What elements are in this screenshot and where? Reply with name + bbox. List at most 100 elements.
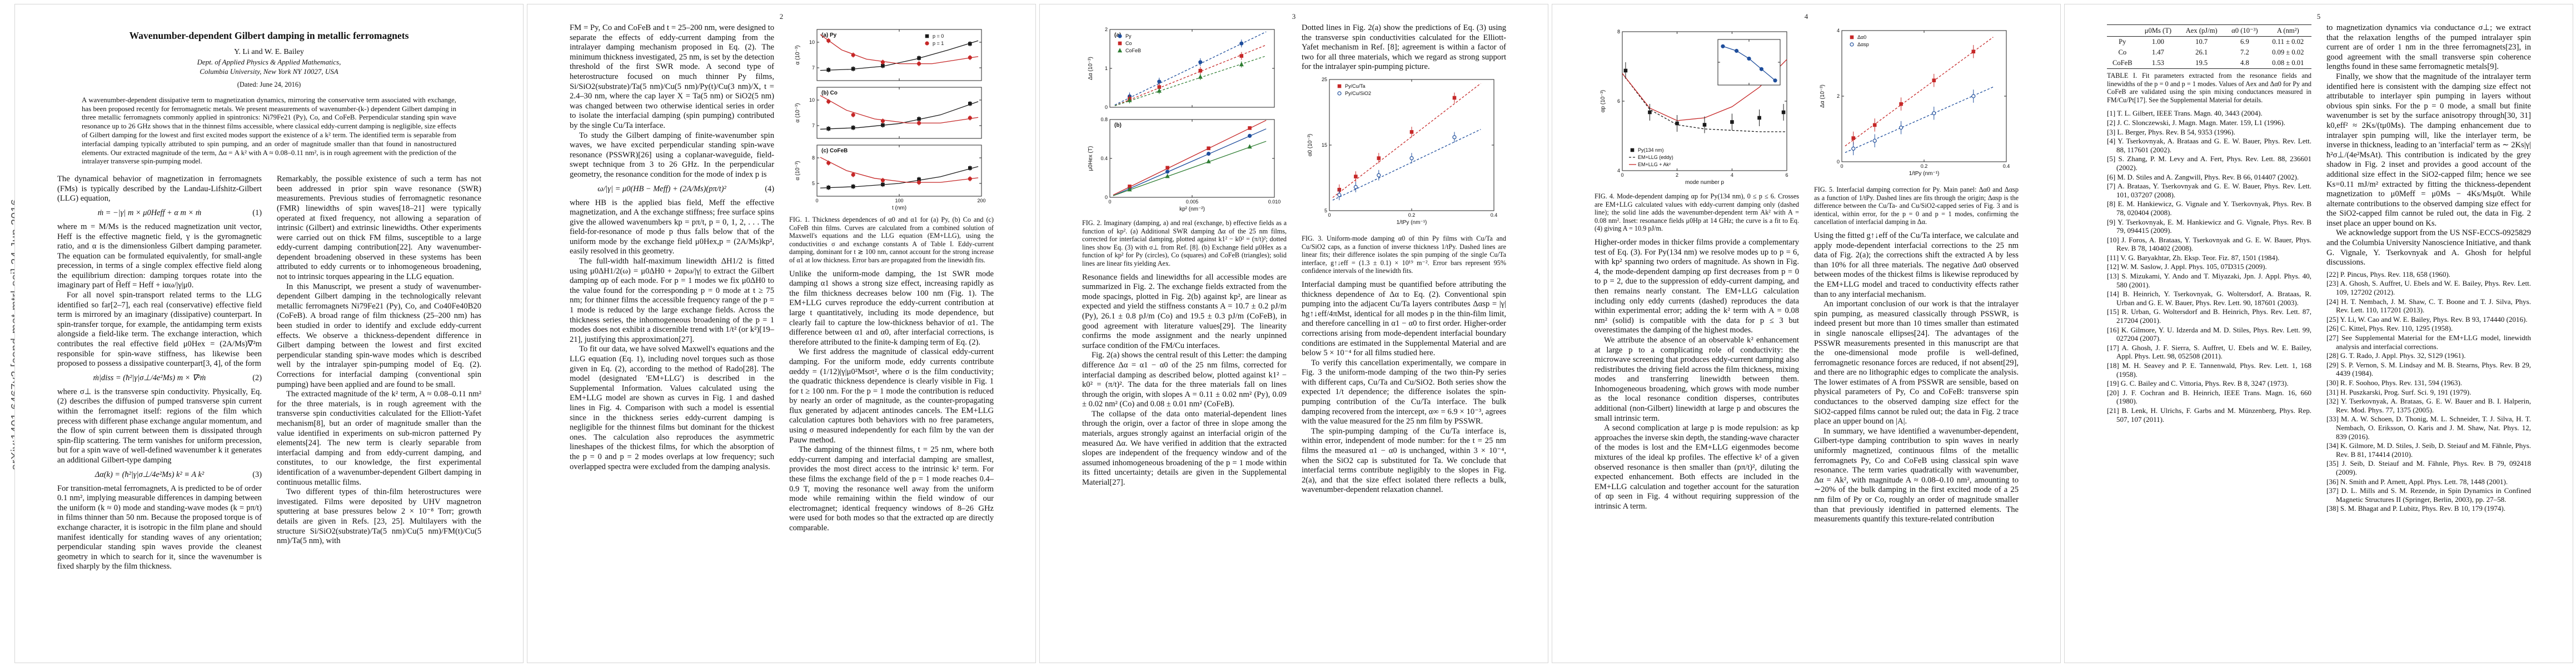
svg-text:(b): (b) [1114,122,1122,128]
page-number: 2 [779,12,784,21]
reference: [22] P. Pincus, Phys. Rev. 118, 658 (196… [2326,270,2450,278]
svg-text:Py/Cu/Ta: Py/Cu/Ta [1345,83,1366,89]
svg-text:Py(134 nm): Py(134 nm) [1638,147,1664,153]
svg-text:0: 0 [1837,159,1840,165]
svg-text:0: 0 [1105,104,1108,110]
equation-body: ṁ|diss = (ħ²|γ|σ⊥/4e²Ms) m × ∇²ṁ [93,373,206,382]
equation: Δα(k) = (ħ²|γ|σ⊥/4e²Ms) k² ≡ A k² (3) [57,470,262,480]
svg-text:8: 8 [812,155,815,161]
reference: [33] M. A. W. Schoen, D. Thonig, M. L. S… [2326,415,2531,441]
equation: ω/|γ| = μ0(HB − Meff) + (2A/Ms)(pπ/t)² (4… [570,185,774,194]
table-cell: 6.9 [2240,38,2249,46]
paragraph: to magnetization dynamics via conductanc… [2326,23,2531,72]
paragraph: To study the Gilbert damping of finite-w… [570,131,774,179]
svg-text:25: 25 [1322,77,1327,82]
arxiv-stamp-area: arXiv:1401.6467v2 [cond-mat.mtrl-sci] 24… [0,0,22,667]
svg-text:7: 7 [812,123,815,128]
paragraph: In summary, we have identified a wavenum… [1814,426,2019,524]
figure-fig3: 0 0.2 0.4 5 15 25 1/tPy (nm⁻¹) α0 (10⁻³) Py/Cu/T… [1302,74,1506,232]
table-cell: 0.09 ± 0.02 [2272,48,2304,56]
svg-text:EM+LLG (eddy): EM+LLG (eddy) [1638,155,1673,160]
svg-text:α (10⁻³): α (10⁻³) [795,103,801,123]
paragraph: A second complication at large p is mode… [1595,424,1799,511]
page5-columns: μ0Ms (T) Aex (pJ/m) α0 (10⁻³) A (nm²) Py 1.00… [2107,23,2531,514]
svg-text:4: 4 [1837,28,1840,33]
svg-text:4: 4 [1731,172,1733,178]
reference: [25] Y. Li, W. Cao and W. E. Bailey, Phy… [2326,315,2528,323]
table-cell: 0.08 ± 0.01 [2272,59,2304,67]
paragraph: The spin-pumping damping of the Cu/Ta in… [1302,426,1506,495]
table-header-cell [2107,24,2138,37]
table-cell: 26.1 [2195,48,2208,56]
reference-list: [22] P. Pincus, Phys. Rev. 118, 658 (196… [2326,270,2531,513]
svg-text:0: 0 [1105,195,1108,200]
paragraph: where HB is the applied bias field, Meff… [570,198,774,256]
svg-text:10: 10 [809,97,815,103]
page-number: 4 [1804,12,1808,21]
page1-left-column: The dynamical behavior of magnetization … [57,175,262,572]
table-cell: Py [2119,38,2126,46]
table-cell: 1.53 [2151,59,2164,67]
table-wrap: μ0Ms (T) Aex (pJ/m) α0 (10⁻³) A (nm²) Py 1.00… [2107,24,2311,69]
svg-text:0: 0 [1840,163,1843,169]
page-5: 5 μ0Ms (T) Aex (pJ/m) α0 (10⁻³) A (nm²) Py 1.… [2064,4,2573,663]
paper-header: Wavenumber-dependent Gilbert damping in … [57,30,481,166]
figure-caption: TABLE I. Fit parameters extracted from t… [2107,72,2311,104]
page2-columns: FM = Py, Co and CoFeB and t = 25–200 nm,… [570,23,994,534]
table-header-cell: α0 (10⁻³) [2225,24,2265,37]
svg-text:Δα0: Δα0 [1857,34,1866,40]
table-cell: 7.2 [2240,48,2249,56]
reference: [19] G. C. Bailey and C. Vittoria, Phys.… [2107,379,2289,388]
reference: [6] M. D. Stiles and A. Zangwill, Phys. … [2107,172,2299,181]
table-cell: Co [2118,48,2127,56]
svg-text:Δα (10⁻³): Δα (10⁻³) [1820,84,1826,108]
svg-text:2: 2 [1837,93,1840,99]
svg-text:kp² (nm⁻²): kp² (nm⁻²) [1179,206,1205,212]
svg-text:0.2: 0.2 [1408,212,1416,218]
reference: [18] M. H. Seavey and P. E. Tannenwald, … [2107,361,2311,379]
reference: [14] B. Heinrich, Y. Tserkovnyak, G. Wol… [2107,290,2311,307]
svg-text:μ0Hex (T): μ0Hex (T) [1088,146,1094,171]
reference: [10] J. Foros, A. Brataas, Y. Tserkovnya… [2107,235,2311,253]
figure-fig4: 0 2 4 6 4 6 8 mode number p αp (10⁻³) Py(134 nm) E… [1595,25,1799,190]
paragraph: The collapse of the data onto material-d… [1082,409,1287,487]
svg-text:CoFeB: CoFeB [1125,48,1141,53]
page-3: 3 0 1 2 Δα (10⁻³) (a) Py Co CoFeB 0 0.005 0.010 0 0.… [1039,4,1548,663]
svg-text:0.2: 0.2 [1921,163,1928,169]
svg-text:α (10⁻³): α (10⁻³) [795,161,801,181]
reference: [1] T. L. Gilbert, IEEE Trans. Magn. 40,… [2107,109,2263,118]
paragraph: The full-width half-maximum linewidth ΔH… [570,257,774,344]
figure-plot: 0 2 4 6 4 6 8 mode number p αp (10⁻³) Py(134 nm) E… [1600,29,1788,186]
paragraph: To verify this cancellation experimental… [1302,358,1506,426]
page-number: 3 [1292,12,1296,21]
svg-text:Δα (10⁻³): Δα (10⁻³) [1088,57,1094,80]
svg-text:0.4: 0.4 [1491,212,1498,218]
reference: [23] A. Ghosh, S. Auffret, U. Ebels and … [2326,279,2531,297]
reference: [9] Y. Tserkovnyak, E. M. Hankiewicz and… [2107,217,2311,235]
table-cell: 19.5 [2195,59,2208,67]
svg-text:αp (10⁻³): αp (10⁻³) [1600,90,1606,113]
reference: [35] J. Seib, D. Steiauf and M. Fähnle, … [2326,459,2531,476]
page1-right-column: Remarkably, the possible existence of su… [277,175,481,572]
svg-text:7: 7 [812,65,815,71]
equation-number: (3) [252,470,262,479]
paragraph: We first address the magnitude of classi… [789,347,994,445]
page4-columns: 0 2 4 6 4 6 8 mode number p αp (10⁻³) Py(134 nm) E… [1595,23,2019,525]
table-header-cell: Aex (pJ/m) [2178,24,2225,37]
paper-date: (Dated: June 24, 2016) [237,80,301,88]
reference: [7] A. Brataas, Y. Tserkovnyak and G. E.… [2107,182,2311,199]
svg-text:Py: Py [1125,33,1132,39]
svg-text:0: 0 [1621,172,1623,178]
paragraph: where σ⊥ is the transverse spin conducti… [57,387,262,465]
svg-text:EM+LLG + Ak²: EM+LLG + Ak² [1638,162,1671,167]
equation-number: (2) [252,373,262,382]
reference: [11] V. G. Baryakhtar, Zh. Eksp. Teor. F… [2107,253,2280,262]
table-row: Py 1.00 10.7 6.9 0.11 ± 0.02 [2107,37,2311,48]
page4-left-column: 0 2 4 6 4 6 8 mode number p αp (10⁻³) Py(134 nm) E… [1595,23,1799,525]
table-header-cell: A (nm²) [2264,24,2311,37]
paragraph: where m = M/Ms is the reduced magnetizat… [57,222,262,290]
reference: [17] A. Ghosh, J. F. Sierra, S. Auffret,… [2107,343,2311,361]
paragraph: Finally, we show that the magnitude of t… [2326,72,2531,228]
reference: [4] Y. Tserkovnyak, A. Brataas and G. E.… [2107,137,2311,154]
svg-text:0.010: 0.010 [1268,199,1281,205]
